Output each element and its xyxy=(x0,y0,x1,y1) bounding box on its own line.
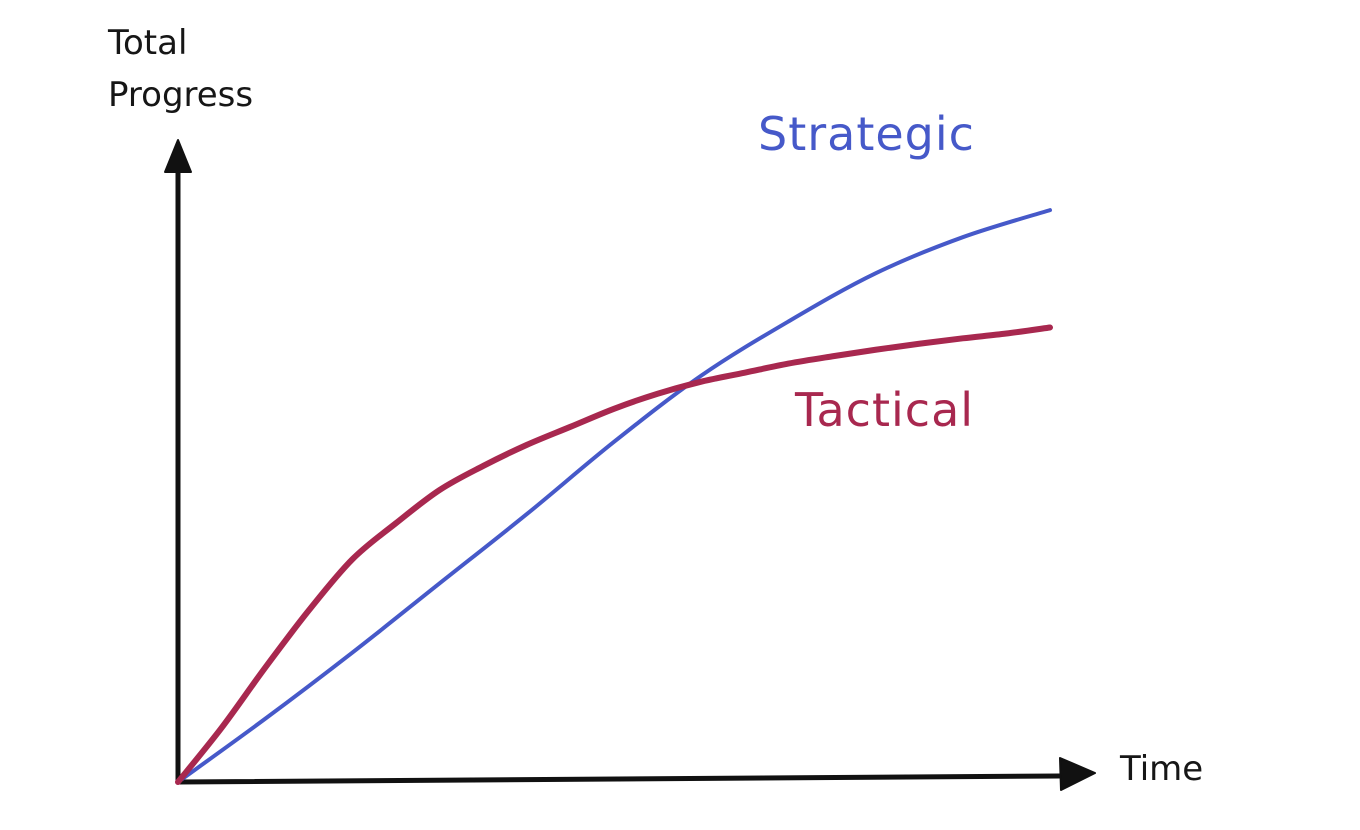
series-line-tactical xyxy=(175,324,1053,785)
y-axis-label-line-1: Total xyxy=(107,23,187,63)
y-axis-arrow-icon xyxy=(164,139,192,173)
series-line-strategic xyxy=(176,208,1052,784)
y-axis-label-line-2: Progress xyxy=(108,75,253,115)
x-axis-line xyxy=(175,773,1063,785)
x-axis-arrow-icon xyxy=(1059,757,1096,791)
series-label-tactical: Tactical xyxy=(794,383,974,437)
series-label-strategic: Strategic xyxy=(758,107,975,161)
x-axis-label: Time xyxy=(1119,749,1203,789)
